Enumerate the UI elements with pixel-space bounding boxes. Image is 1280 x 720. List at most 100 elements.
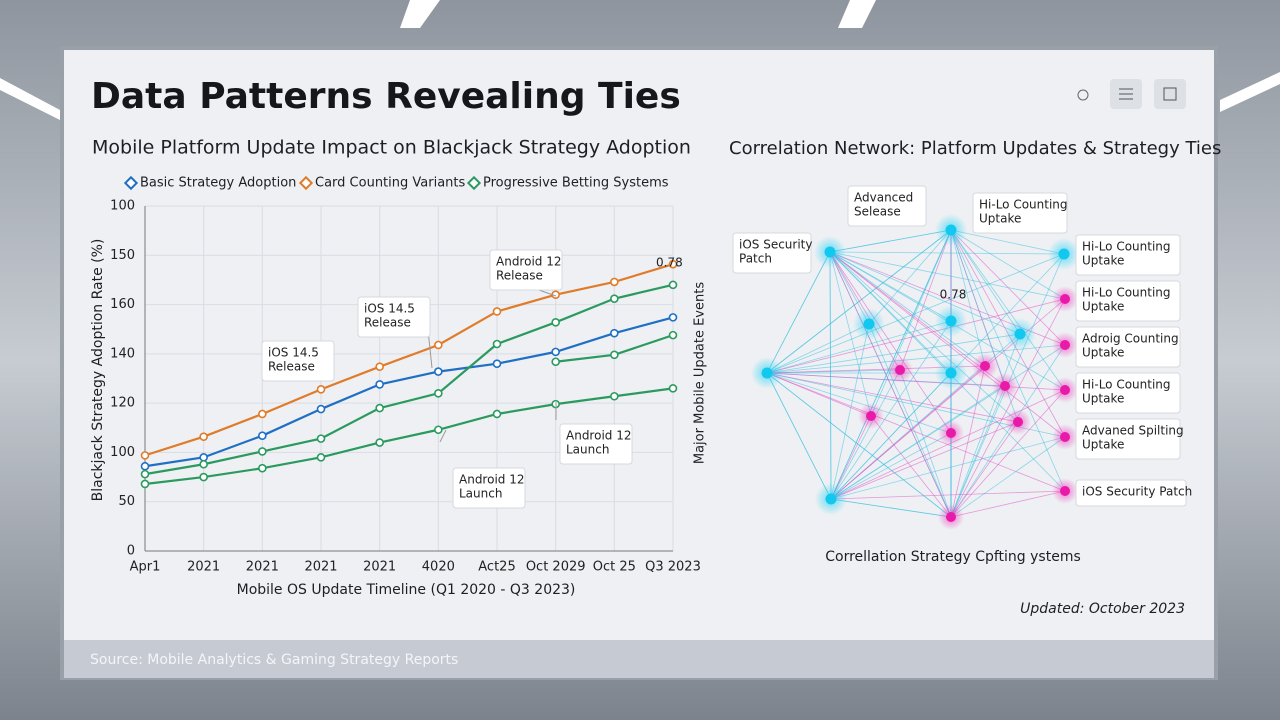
- data-point: [316, 385, 326, 394]
- expand-button[interactable]: [1154, 79, 1186, 109]
- network-edge: [766, 372, 952, 518]
- data-point: [434, 340, 443, 350]
- network-edge: [950, 333, 1021, 518]
- wall-light: [0, 78, 60, 120]
- network-node: [1060, 486, 1070, 496]
- data-point: [551, 347, 560, 357]
- series-line: [144, 263, 674, 457]
- y-tick-label: 0: [127, 544, 135, 559]
- data-point: [316, 404, 326, 414]
- updated-text: Updated: October 2023: [1020, 601, 1185, 617]
- data-point: [492, 409, 502, 419]
- network-edge: [870, 415, 952, 518]
- network-label: Hi-Lo Counting: [979, 198, 1068, 212]
- source-text: Source: Mobile Analytics & Gaming Strate…: [90, 652, 458, 668]
- network-y-label: Major Mobile Update Events: [693, 282, 708, 464]
- data-point: [140, 469, 150, 479]
- data-point: [316, 434, 326, 443]
- ceiling-light: [400, 0, 440, 28]
- network-x-label: Correllation Strategy Cpfting ystems: [825, 549, 1081, 565]
- network-label: iOS Security Patch: [1082, 485, 1192, 499]
- legend-marker: [298, 175, 314, 191]
- network-label: Uptake: [979, 212, 1021, 226]
- network-edge: [830, 490, 1066, 500]
- x-tick-label: 2021: [363, 560, 396, 575]
- legend-label: Card Counting Variants: [315, 176, 465, 191]
- y-tick-label: 120: [110, 396, 135, 411]
- network-value-label: 0.78: [940, 288, 967, 302]
- data-point: [258, 431, 267, 440]
- data-point: [199, 453, 208, 462]
- network-node: [1060, 340, 1070, 350]
- network-edge: [950, 436, 1066, 518]
- network-edge: [950, 385, 1006, 518]
- network-node: [825, 493, 837, 505]
- network-node: [866, 411, 876, 421]
- network-node: [1014, 328, 1026, 340]
- network-node: [1060, 294, 1070, 304]
- x-tick-label: 2021: [304, 560, 337, 575]
- network-edge: [829, 251, 1066, 300]
- x-tick-label: 2021: [187, 560, 220, 575]
- data-point: [668, 384, 678, 393]
- annotation-text: iOS 14.5: [364, 302, 415, 316]
- network-node: [824, 246, 836, 258]
- network-title: Correlation Network: Platform Updates & …: [729, 138, 1221, 159]
- data-point: [140, 479, 150, 489]
- network-node: [761, 367, 773, 379]
- data-point: [434, 367, 443, 376]
- network-node: [1013, 417, 1023, 427]
- network-label-box: [972, 192, 1068, 234]
- network-edge: [766, 372, 832, 500]
- x-tick-label: Apr1: [130, 560, 161, 575]
- series-line: [144, 283, 674, 476]
- annotation-text: Launch: [566, 443, 609, 457]
- x-tick-label: Q3 2023: [645, 560, 701, 575]
- data-point: [668, 259, 678, 269]
- slide-title: Data Patterns Revealing Ties: [91, 76, 681, 117]
- data-point: [492, 339, 502, 349]
- network-edge: [830, 369, 901, 500]
- data-point: [492, 307, 502, 316]
- network-edge: [766, 344, 1066, 374]
- network-edge: [829, 251, 1066, 438]
- series-line: [144, 316, 674, 468]
- network-edge: [950, 229, 1066, 300]
- data-point: [492, 359, 502, 369]
- annotation-box: [261, 340, 335, 382]
- network-label: Uptake: [1082, 346, 1124, 360]
- data-point: [610, 328, 619, 338]
- network-label: Uptake: [1082, 300, 1124, 314]
- x-tick-label: 2021: [246, 560, 279, 575]
- network-edge: [950, 298, 1066, 518]
- cloud-icon[interactable]: [1077, 89, 1089, 101]
- ceiling-light: [838, 0, 876, 28]
- data-point: [434, 388, 443, 398]
- network-edge: [829, 251, 1019, 423]
- network-label: Patch: [739, 252, 772, 266]
- network-label-box: [1075, 372, 1181, 414]
- annotation-text: Android 12: [566, 429, 631, 443]
- network-label: Hi-Lo Counting: [1082, 286, 1171, 300]
- network-node: [946, 512, 956, 522]
- network-edge: [766, 298, 1066, 374]
- data-point: [551, 318, 560, 327]
- network-node: [980, 361, 990, 371]
- network-label: Selease: [854, 205, 901, 219]
- network-edge: [830, 498, 952, 518]
- annotation-text: Launch: [459, 487, 502, 501]
- data-point: [258, 409, 267, 419]
- data-point: [199, 459, 208, 469]
- data-point: [668, 313, 678, 322]
- network-edge: [829, 251, 1065, 255]
- network-edge: [766, 251, 831, 374]
- legend-label: Basic Strategy Adoption: [140, 176, 296, 191]
- network-label: Uptake: [1082, 254, 1124, 268]
- y-tick-label: 140: [110, 346, 135, 361]
- annotation-leader: [439, 429, 447, 443]
- legend-label: Progressive Betting Systems: [483, 176, 669, 191]
- y-tick-label: 100: [110, 199, 135, 214]
- network-label: iOS Security: [739, 238, 813, 252]
